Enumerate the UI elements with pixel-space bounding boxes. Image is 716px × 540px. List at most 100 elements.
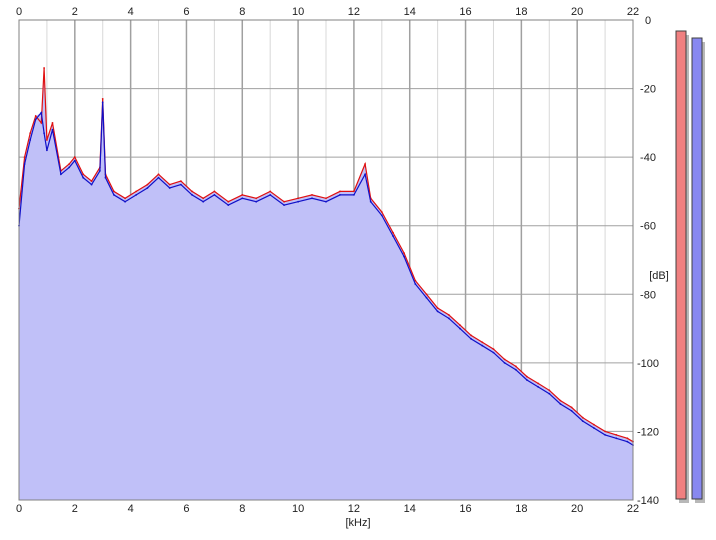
left-channel-line: [18, 67, 634, 443]
left-channel-point: [364, 163, 366, 165]
left-channel-point: [168, 183, 171, 186]
right-channel-point: [425, 296, 428, 299]
x-tick-label-top: 4: [128, 6, 134, 18]
left-channel-point: [73, 156, 76, 159]
left-channel-point: [40, 122, 43, 124]
x-tick-label-top: 6: [183, 6, 189, 18]
right-channel-point: [626, 440, 629, 443]
right-channel-point: [269, 194, 272, 196]
right-channel-point: [101, 101, 104, 104]
y-axis-right: 0 -20 -40 -60 -80 -100 -120 -140: [637, 15, 659, 507]
left-channel-point: [481, 341, 484, 344]
left-channel-point: [124, 197, 126, 200]
right-channel-point: [470, 338, 472, 340]
right-channel-point: [364, 173, 366, 176]
x-tick-label-top: 18: [515, 6, 527, 18]
right-channel-point: [403, 255, 405, 258]
right-channel-point: [414, 283, 417, 285]
left-channel-point: [514, 365, 517, 368]
right-channel-point: [492, 351, 495, 354]
right-channel-point: [34, 118, 37, 121]
y-tick-label: -80: [640, 289, 656, 301]
right-channel-point: [135, 194, 138, 196]
right-channel-point: [339, 194, 341, 196]
right-channel-point: [481, 344, 484, 347]
x-tick-label-bottom: 2: [72, 503, 78, 515]
right-channel-point: [202, 200, 205, 203]
right-channel-point: [23, 163, 26, 165]
right-channel-point: [526, 379, 528, 381]
left-channel-point: [29, 132, 32, 135]
right-channel-point: [559, 403, 562, 405]
right-channel-point: [392, 235, 394, 237]
left-channel-point: [34, 115, 37, 117]
right-channel-point: [283, 204, 285, 207]
right-channel-point: [168, 187, 171, 189]
right-channel-point: [369, 200, 372, 203]
x-tick-label-bottom: 20: [571, 503, 583, 515]
right-channel-point: [191, 194, 193, 196]
left-channel-point: [255, 197, 258, 200]
right-channel-point: [99, 170, 101, 172]
y-tick-label: -100: [637, 358, 659, 370]
spectrum-fill-area: [19, 68, 633, 500]
x-tick-label-top: 2: [72, 6, 78, 18]
right-channel-point: [503, 362, 506, 364]
left-channel-point: [101, 98, 104, 100]
left-channel-point: [503, 358, 506, 361]
right-channel-point: [241, 197, 244, 200]
left-channel-point: [626, 437, 629, 440]
x-tick-label-top: 14: [404, 6, 416, 18]
right-channel-line: [18, 102, 634, 446]
right-channel-point: [73, 159, 76, 162]
left-channel-point: [213, 190, 216, 193]
x-tick-label-bottom: 16: [459, 503, 471, 515]
y-tick-label: -60: [640, 221, 656, 233]
right-channel-point: [436, 310, 439, 313]
left-channel-point: [537, 382, 539, 385]
left-channel-point: [68, 163, 71, 165]
level-meters: [675, 30, 705, 503]
right-channel-point: [537, 386, 539, 388]
left-channel-point: [241, 194, 244, 196]
left-channel-point: [227, 200, 230, 203]
right-channel-point: [124, 200, 126, 203]
left-channel-point: [82, 173, 85, 176]
left-channel-point: [436, 307, 439, 309]
left-channel-point: [191, 190, 193, 193]
left-channel-point: [570, 406, 573, 409]
x-tick-label-bottom: 18: [515, 503, 527, 515]
left-channel-point: [283, 200, 285, 203]
left-channel-point: [157, 173, 160, 176]
right-channel-point: [68, 166, 71, 169]
x-tick-label-bottom: 8: [239, 503, 245, 515]
x-axis-bottom: 0 2 4 6 8 10 12 14 16 18 20 22: [16, 503, 639, 515]
right-channel-point: [29, 139, 32, 141]
left-channel-point: [470, 334, 472, 337]
left-channel-point: [180, 180, 182, 183]
right-channel-point: [570, 410, 573, 412]
x-tick-label-top: 10: [292, 6, 304, 18]
left-channel-point: [447, 314, 450, 316]
left-channel-point: [146, 183, 149, 186]
y-tick-label: -40: [640, 152, 656, 164]
left-channel-point: [604, 430, 606, 433]
right-channel-point: [380, 214, 383, 217]
left-channel-point: [392, 231, 394, 234]
right-channel-point: [353, 194, 355, 196]
y-tick-label: -20: [640, 84, 656, 96]
y-axis-label: [dB]: [649, 270, 669, 282]
left-channel-point: [581, 416, 584, 419]
left-channel-point: [403, 252, 405, 255]
x-tick-label-top: 22: [627, 6, 639, 18]
x-tick-label-top: 20: [571, 6, 583, 18]
right-channel-point: [581, 420, 584, 422]
x-tick-label-top: 8: [239, 6, 245, 18]
left-channel-point: [459, 324, 461, 326]
x-tick-label-bottom: 0: [16, 503, 22, 515]
left-channel-point: [339, 190, 341, 193]
left-channel-point: [526, 375, 528, 378]
right-level-meter: [691, 37, 703, 500]
spectrum-fill: [19, 68, 633, 500]
